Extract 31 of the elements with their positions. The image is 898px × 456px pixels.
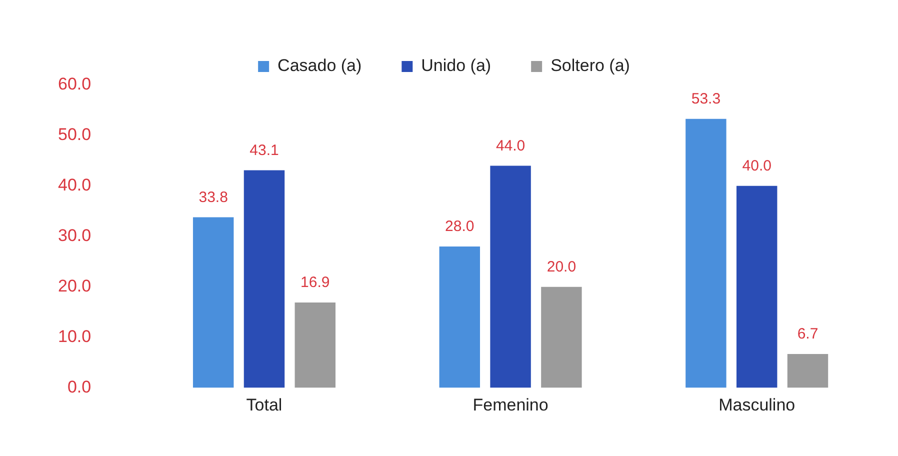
bar	[294, 302, 336, 388]
data-label: 6.7	[797, 326, 818, 343]
bar	[490, 166, 531, 388]
data-label: 28.0	[445, 218, 474, 236]
legend-label: Soltero (a)	[550, 56, 630, 76]
x-tick-label: Total	[246, 396, 282, 415]
bar	[787, 354, 828, 388]
y-tick-label: 60.0	[58, 74, 92, 94]
bar	[439, 246, 480, 388]
y-tick-label: 20.0	[58, 276, 92, 296]
bar	[736, 186, 778, 388]
data-label: 16.9	[300, 274, 330, 292]
y-tick-label: 50.0	[58, 125, 92, 144]
bar	[541, 286, 582, 388]
legend-label: Casado (a)	[278, 56, 362, 76]
data-label: 40.0	[742, 158, 772, 175]
legend-label: Unido (a)	[421, 56, 492, 76]
y-tick-label: 30.0	[58, 226, 92, 246]
x-tick-label: Femenino	[472, 396, 548, 415]
y-tick-label: 10.0	[58, 327, 92, 346]
bar	[192, 217, 234, 388]
bar	[244, 170, 285, 388]
data-label: 33.8	[198, 188, 228, 206]
data-label: 53.3	[691, 90, 721, 108]
bar	[686, 118, 726, 388]
data-label: 20.0	[546, 258, 576, 276]
data-label: 43.1	[250, 142, 279, 159]
y-tick-label: 0.0	[67, 377, 92, 396]
y-tick-label: 40.0	[58, 176, 92, 195]
data-label: 44.0	[496, 137, 526, 154]
x-tick-label: Masculino	[718, 396, 796, 415]
